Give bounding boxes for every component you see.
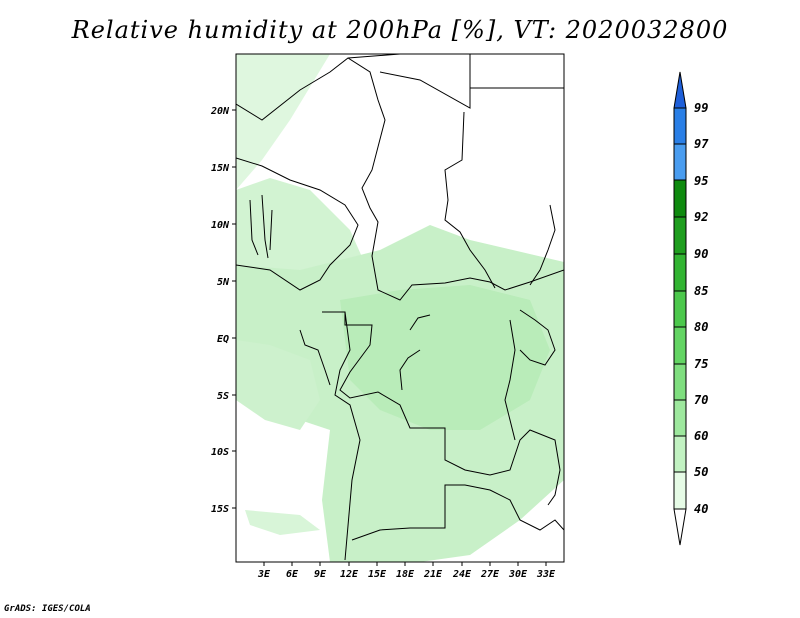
colorbar-bottom-arrow (673, 508, 687, 546)
colorbar-label: 50 (694, 465, 708, 479)
colorbar-segment (673, 399, 687, 437)
humidity-region-core (340, 285, 550, 430)
colorbar-label: 75 (694, 357, 708, 371)
lat-label: 20N (210, 106, 230, 117)
colorbar-label: 85 (694, 284, 708, 298)
humidity-region-coast (236, 340, 320, 430)
lon-label: 12E (340, 569, 359, 580)
lon-label: 30E (508, 569, 528, 580)
colorbar-label: 99 (694, 101, 708, 115)
lat-label: 10N (211, 220, 230, 231)
lon-label: 33E (536, 569, 556, 580)
border-line (399, 314, 431, 391)
border-line (299, 329, 331, 386)
border-line (334, 311, 361, 561)
colorbar-top-arrow (673, 71, 687, 109)
map-frame (235, 53, 565, 563)
colorbar-label: 92 (694, 210, 708, 224)
colorbar-segment (673, 363, 687, 401)
lat-label: 5S (217, 391, 229, 402)
colorbar-segment (673, 253, 687, 292)
lon-label: 24E (452, 569, 472, 580)
colorbar-segment (673, 435, 687, 473)
lat-axis: 20N 15N 10N 5N EQ 5S 10S 15S (210, 106, 236, 515)
colorbar-label: 90 (694, 247, 708, 261)
border-line (249, 194, 273, 259)
chart-title: Relative humidity at 200hPa [%], VT: 202… (71, 16, 729, 44)
lon-axis: 3E 6E 9E 12E 15E 18E 21E 24E 27E 30E 33E (257, 562, 556, 580)
border-line (504, 319, 516, 441)
colorbar-segment (673, 107, 687, 145)
border-line (529, 204, 556, 286)
colorbar-segment (673, 471, 687, 510)
colorbar-segment (673, 290, 687, 328)
humidity-region-southwest (245, 510, 320, 535)
lat-label: EQ (217, 334, 229, 345)
border-line (351, 484, 564, 541)
colorbar-label: 80 (694, 320, 708, 334)
lon-label: 15E (368, 569, 387, 580)
colorbar-label: 95 (694, 174, 708, 188)
lat-label: 5N (217, 277, 230, 288)
lon-label: 6E (286, 569, 299, 580)
colorbar-segment (673, 216, 687, 255)
humidity-field (236, 54, 564, 562)
colorbar-label: 60 (694, 429, 708, 443)
lat-label: 10S (211, 447, 229, 458)
border-line (519, 309, 556, 366)
border-line (322, 311, 561, 506)
colorbar-label: 70 (694, 393, 708, 407)
border-line (444, 87, 564, 289)
border-line (236, 57, 564, 301)
border-line (347, 54, 471, 109)
lon-label: 3E (257, 569, 271, 580)
grads-credit: GrADS: IGES/COLA (4, 604, 91, 614)
lon-label: 9E (314, 569, 327, 580)
colorbar-label: 40 (694, 502, 708, 516)
colorbar-segment (673, 326, 687, 365)
country-borders (236, 54, 564, 561)
lon-label: 18E (396, 569, 415, 580)
lon-label: 21E (423, 569, 443, 580)
border-line (236, 157, 359, 291)
lat-label: 15S (211, 504, 229, 515)
colorbar-label: 97 (694, 137, 709, 151)
colorbar-segment (673, 143, 687, 181)
colorbar: 99 97 95 92 90 85 80 75 70 60 50 40 (673, 71, 709, 546)
humidity-region-north (236, 54, 330, 190)
lat-label: 15N (211, 163, 230, 174)
colorbar-segment (673, 179, 687, 218)
lon-label: 27E (480, 569, 500, 580)
